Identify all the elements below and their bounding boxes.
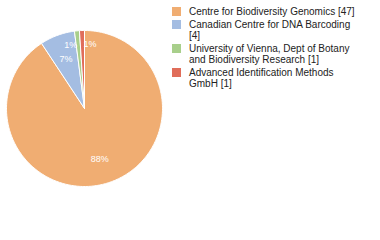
html-text:Canadian Centre for DNA Barcod: Canadian Centre for DNA Barcoding [4] bbox=[189, 19, 351, 41]
html-text:University of Vienna, Dept of: University of Vienna, Dept of Botany and… bbox=[189, 43, 350, 65]
svg-text:7%: 7% bbox=[59, 54, 72, 64]
svg-text:1%: 1% bbox=[83, 39, 96, 49]
html-text:Advanced Identification Method: Advanced Identification Methods GmbH [1] bbox=[189, 67, 334, 89]
svg-text:1%: 1% bbox=[64, 40, 77, 50]
html-text:Centre for Biodiversity Genomi: Centre for Biodiversity Genomics [47] bbox=[189, 6, 355, 17]
svg-text:88%: 88% bbox=[91, 154, 109, 164]
